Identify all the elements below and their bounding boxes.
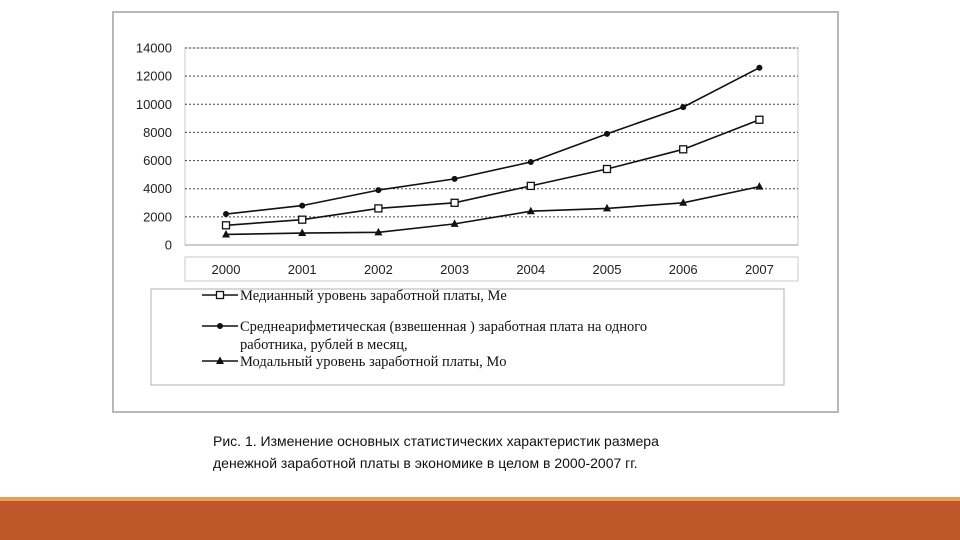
data-point-triangle xyxy=(755,182,764,190)
x-tick-label: 2004 xyxy=(516,262,545,277)
x-tick-label: 2002 xyxy=(364,262,393,277)
data-point-square xyxy=(221,221,231,230)
figure-caption: Рис. 1. Изменение основных статистически… xyxy=(213,430,773,474)
y-tick-label: 14000 xyxy=(136,41,172,56)
x-tick-label: 2003 xyxy=(440,262,469,277)
series-mode-line xyxy=(225,185,760,236)
x-category-band xyxy=(184,256,799,282)
footer-accent-line xyxy=(0,497,960,501)
slide-footer-bar xyxy=(0,497,960,540)
legend-box xyxy=(150,288,785,386)
data-point-dot xyxy=(604,130,610,137)
data-point-dot xyxy=(223,211,229,218)
legend-label: Среднеарифметическая (взвешенная ) зараб… xyxy=(240,319,647,335)
x-tick-label: 2001 xyxy=(288,262,317,277)
legend-label: Медианный уровень заработной платы, Me xyxy=(240,288,507,304)
chart-figure-frame: 0 2000 4000 6000 8000 10000 12000 14000 2000 200… xyxy=(112,11,839,413)
x-tick-label: 2007 xyxy=(745,262,774,277)
legend-label: работника, рублей в месяц, xyxy=(240,337,408,353)
data-point-square xyxy=(450,198,459,207)
y-tick-label: 6000 xyxy=(143,153,172,168)
data-point-triangle xyxy=(603,203,611,212)
data-point-triangle xyxy=(679,198,688,206)
x-tick-label: 2006 xyxy=(669,262,698,277)
data-point-triangle xyxy=(526,206,535,215)
x-tick-label: 2000 xyxy=(212,262,241,277)
data-point-dot xyxy=(375,187,382,194)
data-point-dot xyxy=(299,202,306,209)
data-point-dot xyxy=(756,64,763,71)
series-mean-line xyxy=(225,66,760,215)
data-point-dot xyxy=(680,104,687,111)
x-tick-label: 2005 xyxy=(593,262,622,277)
y-tick-label: 8000 xyxy=(143,125,172,140)
data-point-square xyxy=(602,164,612,174)
y-tick-label: 2000 xyxy=(143,209,172,224)
data-point-triangle xyxy=(298,228,307,237)
data-point-square xyxy=(755,115,764,124)
data-point-square xyxy=(526,181,535,191)
data-point-dot xyxy=(217,323,223,329)
series-median-line xyxy=(225,119,760,227)
data-point-square xyxy=(298,215,307,224)
y-tick-label: 0 xyxy=(165,238,172,253)
data-point-dot xyxy=(527,158,534,165)
y-tick-label: 10000 xyxy=(136,97,172,112)
caption-line-1: Рис. 1. Изменение основных статистически… xyxy=(213,433,659,449)
y-tick-label: 4000 xyxy=(143,181,172,196)
data-point-triangle xyxy=(216,356,224,364)
data-point-triangle xyxy=(374,227,383,236)
data-point-square xyxy=(374,204,383,213)
data-point-dot xyxy=(451,175,458,182)
plot-area xyxy=(184,47,799,246)
data-point-square xyxy=(679,145,688,154)
legend-label: Модальный уровень заработной платы, Mo xyxy=(240,354,507,370)
caption-line-2: денежной заработной платы в экономике в … xyxy=(213,455,638,471)
line-chart: 0 2000 4000 6000 8000 10000 12000 14000 2000 200… xyxy=(136,41,799,386)
data-point-square xyxy=(215,290,225,300)
data-point-triangle xyxy=(222,229,230,238)
data-point-triangle xyxy=(450,219,459,227)
y-tick-label: 12000 xyxy=(136,69,172,84)
